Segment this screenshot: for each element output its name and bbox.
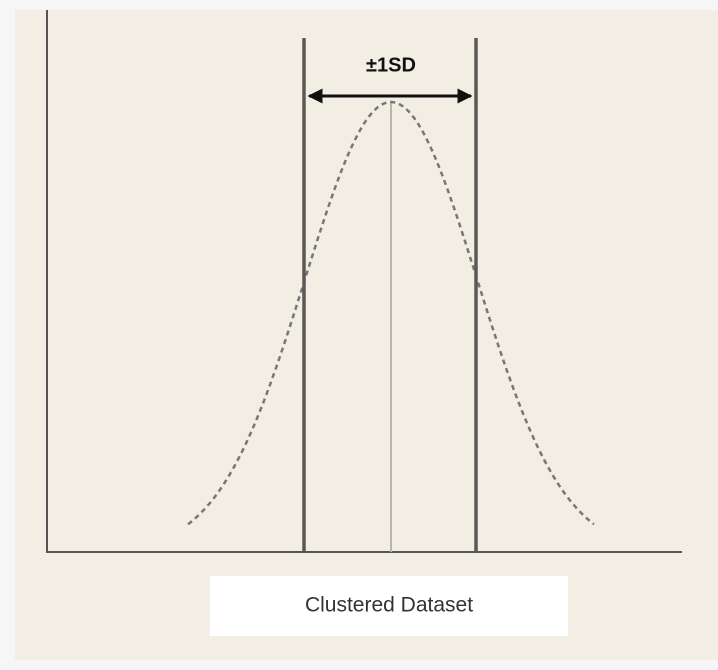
caption-box (210, 576, 568, 636)
sd-label: ±1SD (366, 54, 416, 76)
caption: Clustered Dataset (305, 594, 473, 617)
panel (15, 10, 718, 660)
